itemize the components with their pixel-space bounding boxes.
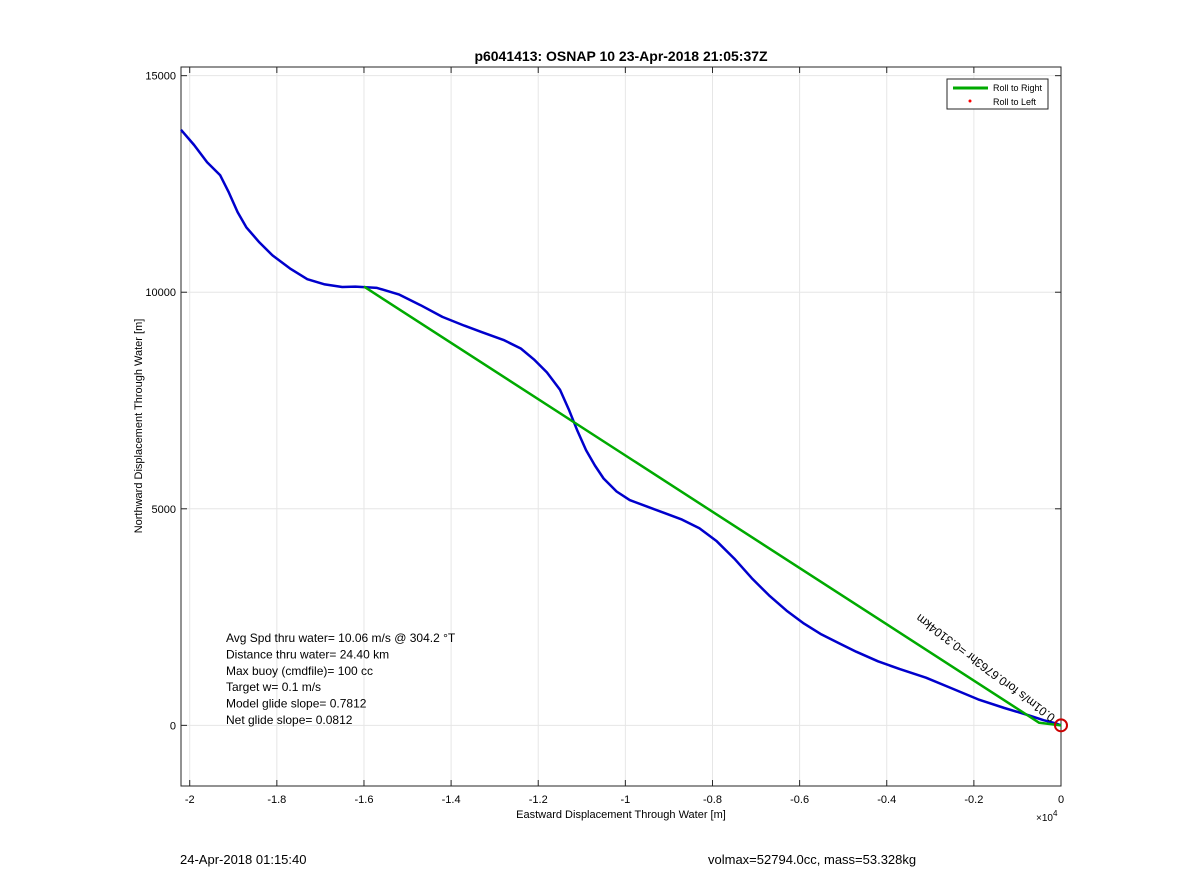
y-tick-label: 15000 [145, 71, 176, 83]
annotation-line: Distance thru water= 24.40 km [226, 647, 389, 661]
x-exponent-label: ×104 [1036, 809, 1058, 824]
annotation-line: Model glide slope= 0.7812 [226, 697, 367, 711]
y-tick-label: 10000 [145, 287, 176, 299]
chart-title: p6041413: OSNAP 10 23-Apr-2018 21:05:37Z [474, 48, 768, 64]
x-tick-label: -0.4 [877, 794, 896, 806]
y-tick-label: 0 [170, 720, 176, 732]
x-tick-label: -0.6 [790, 794, 809, 806]
x-tick-label: -1 [620, 794, 630, 806]
x-tick-label: -1.2 [529, 794, 548, 806]
annotation-line: Target w= 0.1 m/s [226, 680, 321, 694]
footer-vehicle-params: volmax=52794.0cc, mass=53.328kg [708, 852, 917, 867]
legend-swatch-roll-left [968, 99, 972, 103]
x-axis-label: Eastward Displacement Through Water [m] [516, 809, 726, 821]
x-tick-label: -0.8 [703, 794, 722, 806]
axes-frame [180, 66, 1062, 787]
x-tick-label: -1.8 [267, 794, 286, 806]
legend-label-roll-right: Roll to Right [993, 83, 1043, 93]
y-tick-label: 5000 [152, 504, 176, 516]
x-tick-label: 0 [1058, 794, 1064, 806]
plot-background [181, 67, 1061, 786]
footer-timestamp: 24-Apr-2018 01:15:40 [180, 852, 307, 867]
x-tick-label: -2 [185, 794, 195, 806]
end-position-marker [1054, 718, 1068, 733]
series-line-roll-to-right [363, 285, 1062, 727]
y-axis-label: Northward Displacement Through Water [m] [133, 319, 145, 534]
annotation-line: Net glide slope= 0.0812 [226, 713, 353, 727]
annotation-line: Avg Spd thru water= 10.06 m/s @ 304.2 °T [226, 631, 456, 645]
annotation-line: Max buoy (cmdfile)= 100 cc [226, 664, 373, 678]
legend-label-roll-left: Roll to Left [993, 97, 1037, 107]
legend-box [946, 78, 1049, 110]
series-layer [180, 128, 1068, 733]
x-tick-label: -1.4 [442, 794, 461, 806]
series-line-track [180, 128, 1062, 727]
x-tick-label: -1.6 [354, 794, 373, 806]
grid [181, 67, 1062, 786]
legend: Roll to Right Roll to Left [946, 78, 1049, 110]
x-tick-label: -0.2 [964, 794, 983, 806]
axis-ticks: -2 -1.8 -1.6 -1.4 -1.2 -1 -0.8 -0.6 -0.4 -0.2 0 0 50… [145, 67, 1064, 806]
